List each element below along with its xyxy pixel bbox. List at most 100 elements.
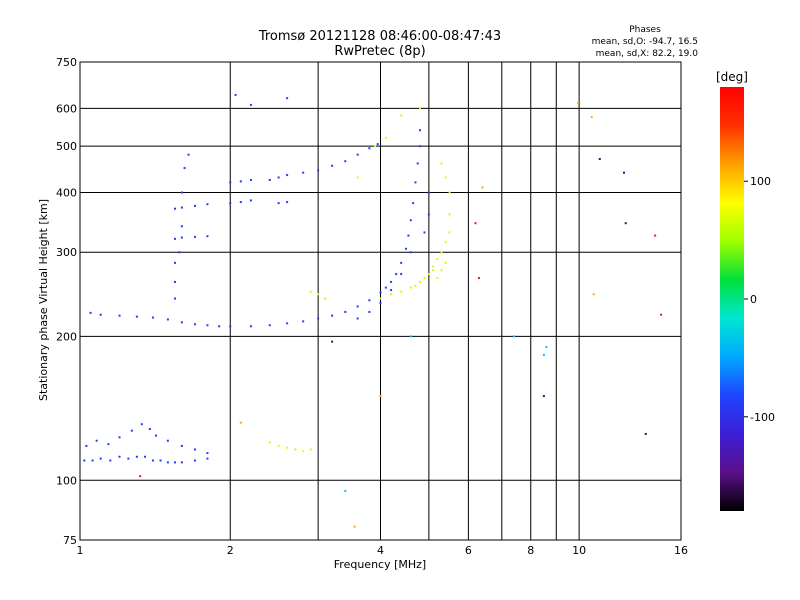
data-point — [206, 235, 209, 238]
y-tick-label: 400 — [56, 186, 77, 199]
data-point — [390, 289, 393, 292]
data-point — [249, 325, 252, 328]
y-tick-label: 100 — [56, 474, 77, 487]
data-point — [159, 459, 162, 462]
data-point — [268, 178, 271, 181]
data-point — [644, 432, 647, 435]
data-point — [194, 323, 197, 326]
data-point — [180, 461, 183, 464]
data-point — [249, 199, 252, 202]
data-point — [419, 129, 422, 132]
data-point — [400, 273, 403, 276]
data-point — [107, 443, 110, 446]
data-point — [660, 313, 663, 316]
x-tick-label: 16 — [674, 544, 688, 557]
data-point — [135, 455, 138, 458]
data-point — [194, 204, 197, 207]
y-tick-label: 600 — [56, 102, 77, 115]
data-point — [368, 299, 371, 302]
data-point — [379, 297, 382, 300]
data-point — [427, 191, 430, 194]
data-point — [194, 448, 197, 451]
data-point — [302, 320, 305, 323]
data-point — [218, 325, 221, 328]
data-point — [99, 313, 102, 316]
data-point — [624, 222, 627, 225]
data-point — [206, 203, 209, 206]
data-point — [474, 222, 477, 225]
data-point — [379, 395, 382, 398]
data-point — [109, 459, 112, 462]
data-point — [239, 421, 242, 424]
data-point — [324, 297, 327, 300]
data-point — [542, 353, 545, 356]
data-point — [229, 181, 232, 184]
data-point — [356, 305, 359, 308]
data-point — [309, 448, 312, 451]
data-point — [405, 247, 408, 250]
data-point — [317, 293, 320, 296]
data-point — [436, 276, 439, 279]
y-tick-label: 750 — [56, 56, 77, 69]
data-point — [239, 201, 242, 204]
data-point — [234, 93, 237, 96]
data-point — [379, 291, 382, 294]
data-point — [130, 429, 133, 432]
y-tick-label: 300 — [56, 246, 77, 259]
data-point — [448, 231, 451, 234]
data-point — [180, 236, 183, 239]
data-point — [194, 459, 197, 462]
data-point — [286, 322, 289, 325]
data-point — [286, 446, 289, 449]
data-point — [180, 321, 183, 324]
chart-subtitle: RwPretec (8p) — [334, 44, 425, 59]
colorbar-tick-label: -100 — [750, 411, 775, 424]
data-point — [592, 293, 595, 296]
data-point — [155, 434, 158, 437]
data-point — [180, 444, 183, 447]
data-point — [135, 315, 138, 318]
data-point — [409, 286, 412, 289]
data-point — [432, 269, 435, 272]
grid-lines — [80, 62, 681, 540]
data-point — [331, 340, 334, 343]
data-point — [598, 158, 601, 161]
data-point — [173, 297, 176, 300]
data-point — [89, 311, 92, 314]
data-point — [448, 191, 451, 194]
data-point — [180, 206, 183, 209]
data-point — [427, 273, 430, 276]
data-point — [166, 439, 169, 442]
data-point — [331, 164, 334, 167]
data-point — [187, 153, 190, 156]
data-point — [99, 457, 102, 460]
data-point — [356, 176, 359, 179]
y-tick-label: 500 — [56, 140, 77, 153]
data-point — [481, 186, 484, 189]
data-point — [444, 261, 447, 264]
data-points — [83, 93, 663, 528]
data-point — [206, 452, 209, 455]
data-point — [277, 444, 280, 447]
data-point — [400, 261, 403, 264]
data-point — [166, 461, 169, 464]
data-point — [416, 162, 419, 165]
data-point — [444, 241, 447, 244]
data-point — [409, 219, 412, 222]
data-point — [173, 461, 176, 464]
x-tick-label: 4 — [377, 544, 384, 557]
data-point — [206, 324, 209, 327]
data-point — [368, 147, 371, 150]
data-point — [194, 235, 197, 238]
data-point — [432, 265, 435, 268]
data-point — [374, 145, 377, 148]
data-point — [368, 310, 371, 313]
data-point — [249, 178, 252, 181]
stats-x-mode: mean, sd,X: 82.2, 19.0 — [596, 49, 699, 59]
data-point — [379, 301, 382, 304]
data-point — [331, 314, 334, 317]
data-point — [400, 114, 403, 117]
data-point — [286, 201, 289, 204]
data-point — [384, 137, 387, 140]
data-point — [140, 423, 143, 426]
